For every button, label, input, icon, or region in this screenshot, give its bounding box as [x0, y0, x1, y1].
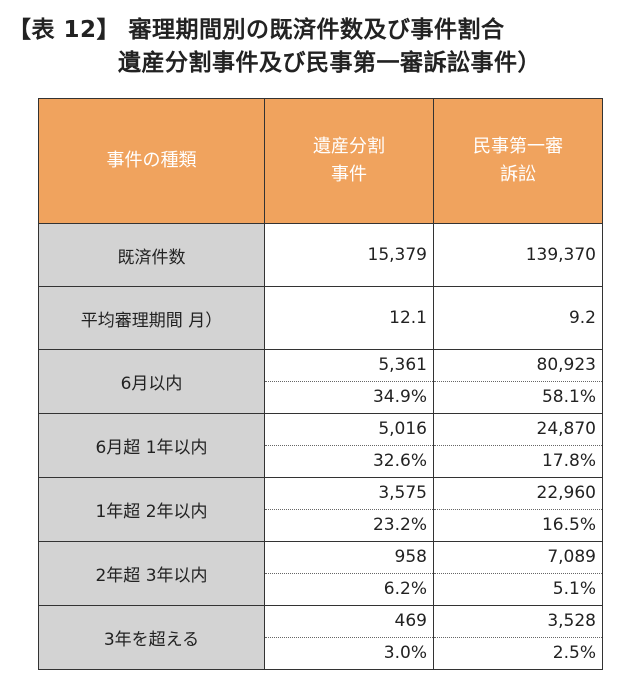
row-label: 2年超 3年以内 — [38, 541, 265, 606]
row-label: 既済件数 — [38, 223, 265, 287]
table-row: 2年超 3年以内 958 6.2% 7,089 5.1% — [38, 541, 603, 606]
cell-pair: 7,089 5.1% — [433, 541, 603, 606]
cell-pair: 22,960 16.5% — [433, 477, 603, 542]
cell-count: 5,361 — [378, 355, 427, 375]
cell-count: 80,923 — [536, 355, 596, 375]
cell-percent: 23.2% — [265, 509, 433, 541]
cell-pair: 469 3.0% — [264, 605, 434, 670]
cell-pair: 5,016 32.6% — [264, 413, 434, 478]
cell-value: 15,379 — [264, 223, 434, 287]
row-label: 平均審理期間 月） — [38, 286, 265, 350]
table-row: 平均審理期間 月） 12.1 9.2 — [38, 286, 603, 350]
cell-percent: 16.5% — [434, 509, 602, 541]
cell-pair: 5,361 34.9% — [264, 349, 434, 414]
header-case-type: 事件の種類 — [38, 98, 265, 224]
cell-count: 7,089 — [547, 547, 596, 567]
table-row: 6月以内 5,361 34.9% 80,923 58.1% — [38, 349, 603, 414]
cell-value: 139,370 — [433, 223, 603, 287]
cell-percent: 6.2% — [265, 573, 433, 605]
cell-percent: 17.8% — [434, 445, 602, 477]
table-title: 【表 12】 審理期間別の既済件数及び事件割合 遺産分割事件及び民事第一審訴訟事… — [8, 14, 541, 80]
cell-percent: 32.6% — [265, 445, 433, 477]
cell-percent: 3.0% — [265, 637, 433, 669]
cell-percent: 34.9% — [265, 381, 433, 413]
cell-pair: 80,923 58.1% — [433, 349, 603, 414]
row-label: 1年超 2年以内 — [38, 477, 265, 542]
cell-value: 9.2 — [433, 286, 603, 350]
cell-count: 469 — [394, 611, 427, 631]
table-row: 既済件数 15,379 139,370 — [38, 223, 603, 287]
cell-percent: 2.5% — [434, 637, 602, 669]
row-label: 6月以内 — [38, 349, 265, 414]
table-row: 1年超 2年以内 3,575 23.2% 22,960 16.5% — [38, 477, 603, 542]
cell-count: 22,960 — [536, 483, 596, 503]
cell-pair: 3,528 2.5% — [433, 605, 603, 670]
header-civil-first-instance: 民事第一審 訴訟 — [433, 98, 603, 224]
cell-pair: 3,575 23.2% — [264, 477, 434, 542]
cell-value: 12.1 — [264, 286, 434, 350]
row-label: 6月超 1年以内 — [38, 413, 265, 478]
cell-count: 3,575 — [378, 483, 427, 503]
cell-pair: 958 6.2% — [264, 541, 434, 606]
header-inheritance-division: 遺産分割 事件 — [264, 98, 434, 224]
table-row: 6月超 1年以内 5,016 32.6% 24,870 17.8% — [38, 413, 603, 478]
row-label: 3年を超える — [38, 605, 265, 670]
cell-percent: 5.1% — [434, 573, 602, 605]
cell-count: 5,016 — [378, 419, 427, 439]
title-line-1: 【表 12】 審理期間別の既済件数及び事件割合 — [8, 17, 505, 43]
cell-count: 3,528 — [547, 611, 596, 631]
title-line-2: 遺産分割事件及び民事第一審訴訟事件） — [118, 50, 541, 76]
cell-percent: 58.1% — [434, 381, 602, 413]
header-row: 事件の種類 遺産分割 事件 民事第一審 訴訟 — [38, 98, 603, 224]
case-duration-table: 事件の種類 遺産分割 事件 民事第一審 訴訟 既済件数 15,379 139,3… — [38, 98, 603, 670]
table-row: 3年を超える 469 3.0% 3,528 2.5% — [38, 605, 603, 670]
cell-pair: 24,870 17.8% — [433, 413, 603, 478]
cell-count: 958 — [394, 547, 427, 567]
cell-count: 24,870 — [536, 419, 596, 439]
